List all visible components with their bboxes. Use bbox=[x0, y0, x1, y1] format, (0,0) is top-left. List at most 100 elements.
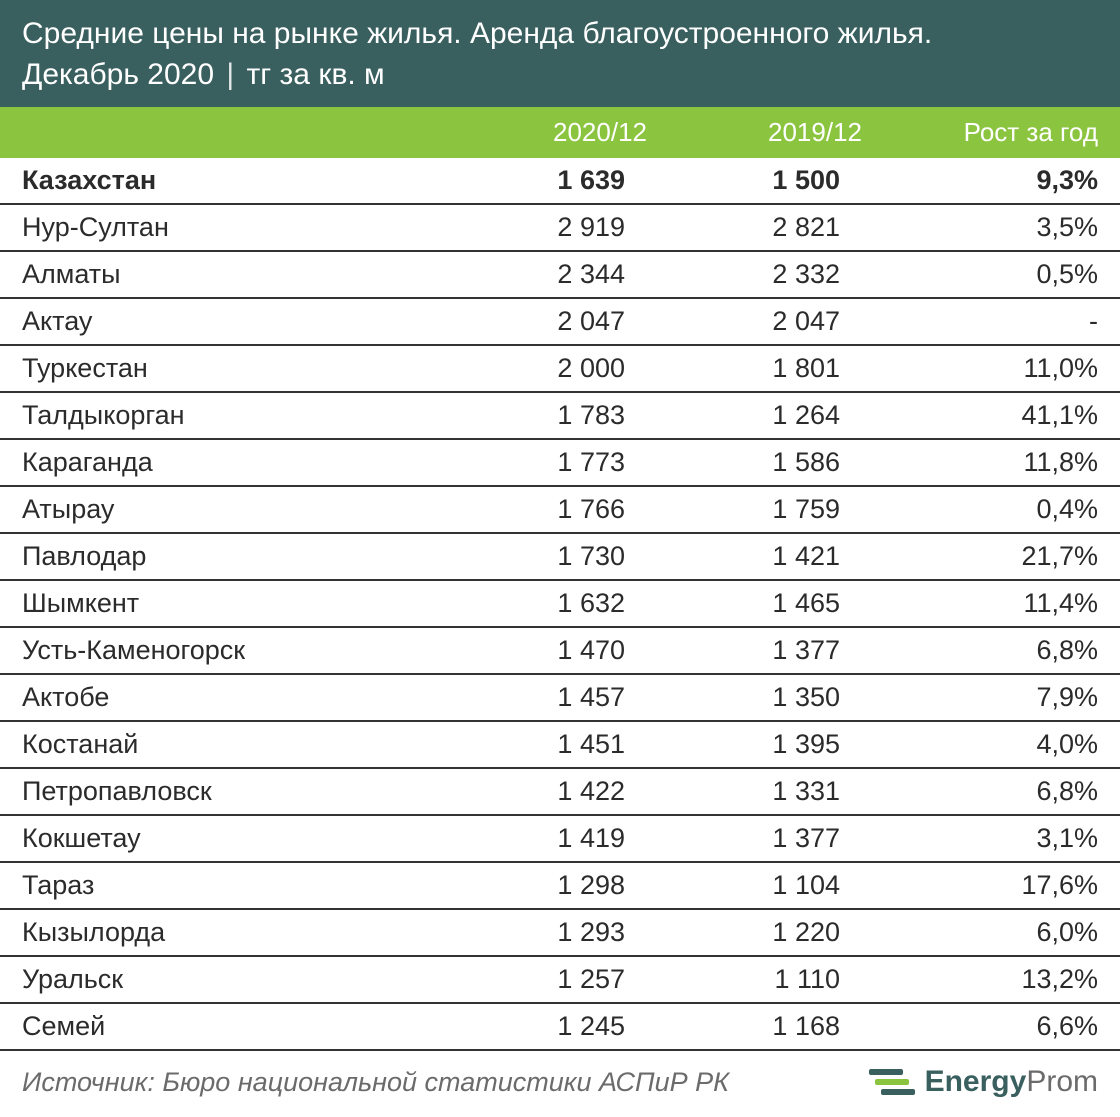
cell-2020: 1 639 bbox=[432, 158, 647, 204]
table-row: Казахстан1 6391 5009,3% bbox=[0, 158, 1120, 204]
table-row: Павлодар1 7301 42121,7% bbox=[0, 533, 1120, 580]
table-row: Тараз1 2981 10417,6% bbox=[0, 862, 1120, 909]
cell-city: Петропавловск bbox=[0, 768, 432, 815]
cell-city: Талдыкорган bbox=[0, 392, 432, 439]
cell-growth: 21,7% bbox=[862, 533, 1120, 580]
cell-growth: 11,0% bbox=[862, 345, 1120, 392]
cell-2020: 1 783 bbox=[432, 392, 647, 439]
cell-2019: 1 168 bbox=[647, 1003, 862, 1050]
cell-2020: 1 457 bbox=[432, 674, 647, 721]
cell-city: Нур-Султан bbox=[0, 204, 432, 251]
column-header-growth: Рост за год bbox=[862, 117, 1098, 148]
cell-2020: 1 298 bbox=[432, 862, 647, 909]
cell-2019: 1 264 bbox=[647, 392, 862, 439]
brand-text-bold: Energy bbox=[925, 1065, 1027, 1098]
column-header-row: 2020/12 2019/12 Рост за год bbox=[0, 107, 1120, 158]
cell-city: Костанай bbox=[0, 721, 432, 768]
cell-2020: 2 047 bbox=[432, 298, 647, 345]
cell-2019: 1 350 bbox=[647, 674, 862, 721]
brand-text: EnergyProm bbox=[925, 1065, 1098, 1099]
column-header-2020: 2020/12 bbox=[432, 117, 647, 148]
title-line-2: Декабрь 2020 | тг за кв. м bbox=[22, 55, 1098, 96]
cell-2020: 1 632 bbox=[432, 580, 647, 627]
cell-2019: 1 331 bbox=[647, 768, 862, 815]
cell-2020: 1 257 bbox=[432, 956, 647, 1003]
cell-city: Караганда bbox=[0, 439, 432, 486]
title-period: Декабрь 2020 bbox=[22, 58, 214, 91]
table-row: Кокшетау1 4191 3773,1% bbox=[0, 815, 1120, 862]
price-table: Казахстан1 6391 5009,3%Нур-Султан2 9192 … bbox=[0, 158, 1120, 1051]
title-separator: | bbox=[222, 58, 238, 91]
cell-2019: 2 821 bbox=[647, 204, 862, 251]
cell-growth: 7,9% bbox=[862, 674, 1120, 721]
cell-2019: 1 586 bbox=[647, 439, 862, 486]
cell-2020: 2 000 bbox=[432, 345, 647, 392]
brand: EnergyProm bbox=[869, 1065, 1098, 1099]
cell-growth: 4,0% bbox=[862, 721, 1120, 768]
cell-city: Тараз bbox=[0, 862, 432, 909]
cell-2020: 1 245 bbox=[432, 1003, 647, 1050]
cell-city: Актобе bbox=[0, 674, 432, 721]
cell-2020: 1 422 bbox=[432, 768, 647, 815]
table-row: Усть-Каменогорск1 4701 3776,8% bbox=[0, 627, 1120, 674]
cell-2020: 1 730 bbox=[432, 533, 647, 580]
cell-2019: 1 104 bbox=[647, 862, 862, 909]
cell-2020: 1 293 bbox=[432, 909, 647, 956]
cell-city: Казахстан bbox=[0, 158, 432, 204]
cell-2020: 1 451 bbox=[432, 721, 647, 768]
cell-2019: 1 395 bbox=[647, 721, 862, 768]
table-row: Семей1 2451 1686,6% bbox=[0, 1003, 1120, 1050]
column-header-2019: 2019/12 bbox=[647, 117, 862, 148]
cell-growth: 6,6% bbox=[862, 1003, 1120, 1050]
cell-2019: 1 377 bbox=[647, 627, 862, 674]
cell-city: Усть-Каменогорск bbox=[0, 627, 432, 674]
cell-growth: 41,1% bbox=[862, 392, 1120, 439]
table-row: Актобе1 4571 3507,9% bbox=[0, 674, 1120, 721]
cell-2019: 2 332 bbox=[647, 251, 862, 298]
cell-growth: - bbox=[862, 298, 1120, 345]
table-row: Талдыкорган1 7831 26441,1% bbox=[0, 392, 1120, 439]
table-row: Атырау1 7661 7590,4% bbox=[0, 486, 1120, 533]
cell-growth: 13,2% bbox=[862, 956, 1120, 1003]
cell-city: Актау bbox=[0, 298, 432, 345]
cell-growth: 17,6% bbox=[862, 862, 1120, 909]
table-row: Костанай1 4511 3954,0% bbox=[0, 721, 1120, 768]
cell-growth: 6,8% bbox=[862, 768, 1120, 815]
brand-text-light: Prom bbox=[1026, 1065, 1098, 1098]
cell-2020: 2 919 bbox=[432, 204, 647, 251]
cell-growth: 0,5% bbox=[862, 251, 1120, 298]
table-row: Нур-Султан2 9192 8213,5% bbox=[0, 204, 1120, 251]
cell-2019: 1 759 bbox=[647, 486, 862, 533]
cell-2019: 2 047 bbox=[647, 298, 862, 345]
cell-city: Шымкент bbox=[0, 580, 432, 627]
table-row: Кызылорда1 2931 2206,0% bbox=[0, 909, 1120, 956]
cell-2020: 1 470 bbox=[432, 627, 647, 674]
cell-2020: 1 419 bbox=[432, 815, 647, 862]
cell-2019: 1 110 bbox=[647, 956, 862, 1003]
cell-city: Кызылорда bbox=[0, 909, 432, 956]
table-row: Караганда1 7731 58611,8% bbox=[0, 439, 1120, 486]
title-line-1: Средние цены на рынке жилья. Аренда благ… bbox=[22, 14, 1098, 55]
cell-2020: 1 773 bbox=[432, 439, 647, 486]
cell-city: Уральск bbox=[0, 956, 432, 1003]
cell-city: Атырау bbox=[0, 486, 432, 533]
brand-logo-icon bbox=[869, 1069, 915, 1095]
cell-city: Семей bbox=[0, 1003, 432, 1050]
cell-growth: 11,8% bbox=[862, 439, 1120, 486]
cell-2020: 1 766 bbox=[432, 486, 647, 533]
cell-2020: 2 344 bbox=[432, 251, 647, 298]
table-row: Туркестан2 0001 80111,0% bbox=[0, 345, 1120, 392]
title-unit: тг за кв. м bbox=[247, 58, 385, 91]
cell-growth: 6,8% bbox=[862, 627, 1120, 674]
cell-2019: 1 220 bbox=[647, 909, 862, 956]
cell-city: Алматы bbox=[0, 251, 432, 298]
cell-city: Туркестан bbox=[0, 345, 432, 392]
cell-growth: 9,3% bbox=[862, 158, 1120, 204]
footer: Источник: Бюро национальной статистики А… bbox=[0, 1051, 1120, 1117]
cell-city: Павлодар bbox=[0, 533, 432, 580]
cell-2019: 1 377 bbox=[647, 815, 862, 862]
table-row: Алматы2 3442 3320,5% bbox=[0, 251, 1120, 298]
cell-growth: 0,4% bbox=[862, 486, 1120, 533]
table-row: Шымкент1 6321 46511,4% bbox=[0, 580, 1120, 627]
column-header-city bbox=[22, 117, 432, 148]
